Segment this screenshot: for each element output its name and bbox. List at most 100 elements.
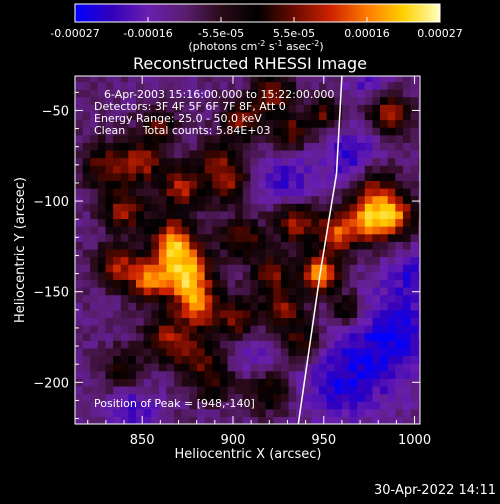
heatmap-cell (349, 241, 358, 250)
heatmap-cell (387, 127, 396, 136)
heatmap-cell (174, 233, 183, 242)
heatmap-cell (120, 294, 129, 303)
heatmap-cell (143, 210, 152, 220)
heatmap-cell (128, 256, 137, 265)
heatmap-cell (364, 355, 374, 364)
heatmap-cell (326, 378, 335, 387)
heatmap-cell (288, 385, 297, 395)
heatmap-cell (158, 347, 168, 357)
heatmap-cell (372, 218, 381, 227)
heatmap-cell (265, 134, 274, 143)
heatmap-cell (326, 385, 335, 395)
heatmap-cell (75, 81, 84, 90)
heatmap-cell (219, 416, 229, 424)
plot-timestamp: 30-Apr-2022 14:11 (374, 483, 496, 498)
heatmap-cell (212, 241, 221, 250)
heatmap-cell (303, 96, 313, 105)
heatmap-cell (189, 401, 198, 410)
heatmap-cell (303, 195, 313, 204)
heatmap-cell (181, 104, 190, 113)
heatmap-cell (380, 241, 389, 250)
heatmap-cell (219, 180, 229, 189)
heatmap-cell (143, 119, 152, 128)
heatmap-cell (181, 96, 190, 105)
heatmap-cell (265, 119, 274, 128)
heatmap-cell (319, 188, 328, 197)
heatmap-cell (82, 157, 91, 166)
heatmap-cell (258, 89, 267, 98)
heatmap-cell (296, 142, 305, 151)
heatmap-cell (334, 309, 343, 319)
heatmap-cell (326, 264, 335, 273)
heatmap-cell (334, 76, 343, 83)
heatmap-cell (250, 355, 259, 364)
heatmap-cell (166, 149, 175, 159)
heatmap-cell (395, 104, 404, 113)
heatmap-cell (303, 416, 313, 424)
heatmap-cell (136, 264, 145, 273)
heatmap-cell (113, 302, 122, 311)
heatmap-cell (265, 226, 274, 235)
heatmap-cell (90, 241, 99, 250)
heatmap-cell (181, 408, 190, 417)
heatmap-cell (364, 76, 374, 83)
heatmap-cell (364, 172, 374, 181)
heatmap-cell (334, 96, 343, 105)
heatmap-cell (219, 408, 229, 417)
heatmap-cell (166, 317, 175, 326)
heatmap-cell (158, 203, 168, 212)
heatmap-cell (204, 218, 213, 227)
heatmap-cell (326, 104, 335, 113)
heatmap-cell (319, 378, 328, 387)
heatmap-cell (75, 271, 84, 280)
heatmap-cell (166, 180, 175, 189)
heatmap-cell (341, 385, 351, 395)
heatmap-cell (82, 317, 91, 326)
heatmap-cell (410, 340, 419, 349)
heatmap-cell (136, 325, 145, 334)
heatmap-cell (105, 119, 114, 128)
heatmap-cell (364, 127, 374, 136)
heatmap-cell (189, 81, 198, 90)
heatmap-cell (219, 203, 229, 212)
heatmap-cell (372, 89, 381, 98)
heatmap-cell (136, 96, 145, 105)
heatmap-cell (219, 134, 229, 143)
heatmap-cell (120, 393, 129, 402)
observation-info: 6-Apr-2003 15:16:00.000 to 15:22:00.000 … (94, 88, 334, 410)
heatmap-cell (357, 210, 366, 220)
heatmap-cell (174, 203, 183, 212)
heatmap-cell (227, 401, 236, 410)
heatmap-cell (219, 96, 229, 105)
heatmap-cell (395, 408, 404, 417)
heatmap-cell (418, 416, 420, 424)
heatmap-cell (364, 134, 374, 143)
heatmap-cell (380, 180, 389, 189)
heatmap-cell (265, 210, 274, 220)
heatmap-cell (395, 241, 404, 250)
heatmap-cell (273, 241, 282, 250)
heatmap-cell (296, 294, 305, 303)
heatmap-cell (357, 134, 366, 143)
heatmap-cell (105, 332, 114, 341)
heatmap-cell (227, 188, 236, 197)
heatmap-cell (128, 294, 137, 303)
heatmap-cell (227, 279, 236, 288)
heatmap-cell (227, 104, 236, 113)
heatmap-cell (242, 294, 252, 303)
heatmap-cell (288, 149, 297, 159)
heatmap-cell (181, 81, 190, 90)
heatmap-cell (120, 111, 129, 121)
heatmap-cell (82, 355, 91, 364)
heatmap-cell (303, 264, 313, 273)
heatmap-cell (395, 172, 404, 181)
heatmap-cell (258, 279, 267, 288)
heatmap-cell (296, 210, 305, 220)
heatmap-cell (136, 271, 145, 280)
heatmap-cell (250, 271, 259, 280)
heatmap-cell (303, 81, 313, 90)
heatmap-cell (280, 165, 290, 174)
heatmap-cell (280, 271, 290, 280)
heatmap-cell (113, 325, 122, 334)
heatmap-cell (296, 393, 305, 402)
